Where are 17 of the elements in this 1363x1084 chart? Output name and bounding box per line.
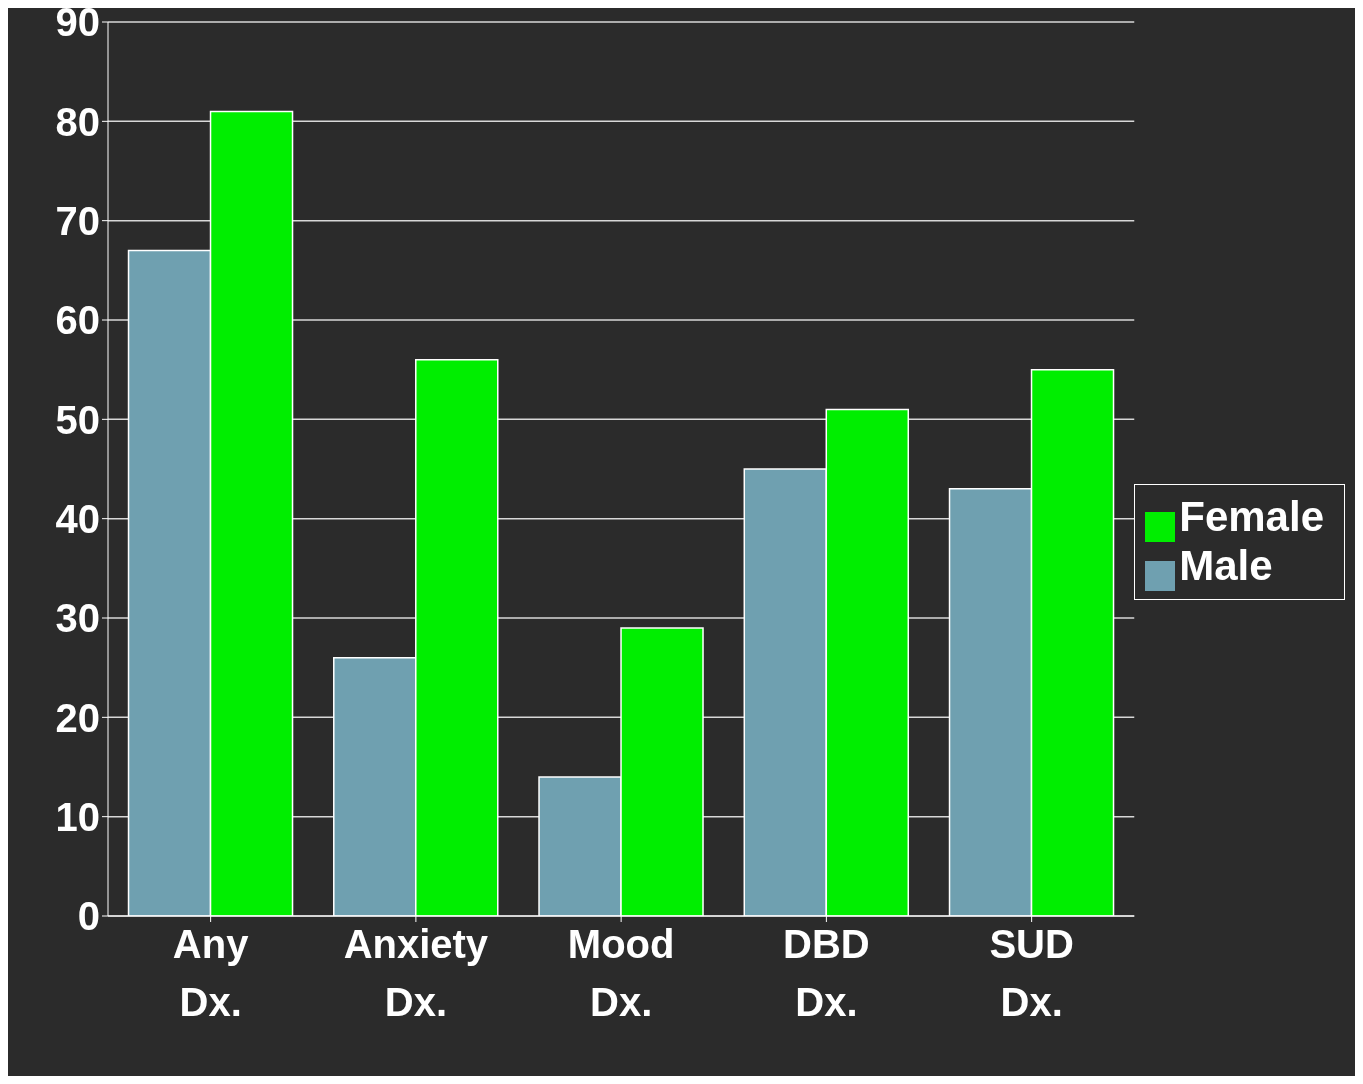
y-tick-label: 30 <box>55 596 100 641</box>
legend-label: Female <box>1179 492 1324 540</box>
x-tick-label: Anxiety Dx. <box>343 922 489 1024</box>
legend-label: Male <box>1179 542 1273 589</box>
y-tick-label: 0 <box>77 894 100 939</box>
y-tick-label: 50 <box>55 397 100 442</box>
y-tick-label: 20 <box>55 695 100 740</box>
x-tick-label: DBD Dx. <box>783 922 870 1024</box>
y-tick-label: 80 <box>55 99 100 144</box>
y-tick-label: 40 <box>55 496 100 541</box>
y-tick-label: 10 <box>55 794 100 839</box>
y-tick-label: 90 <box>55 0 100 45</box>
x-tick-label: SUD Dx. <box>989 922 1074 1024</box>
y-tick-label: 60 <box>55 298 100 343</box>
x-tick-label: Any Dx. <box>172 922 250 1024</box>
x-tick-label: Mood Dx. <box>567 922 675 1024</box>
y-tick-label: 70 <box>55 198 100 243</box>
